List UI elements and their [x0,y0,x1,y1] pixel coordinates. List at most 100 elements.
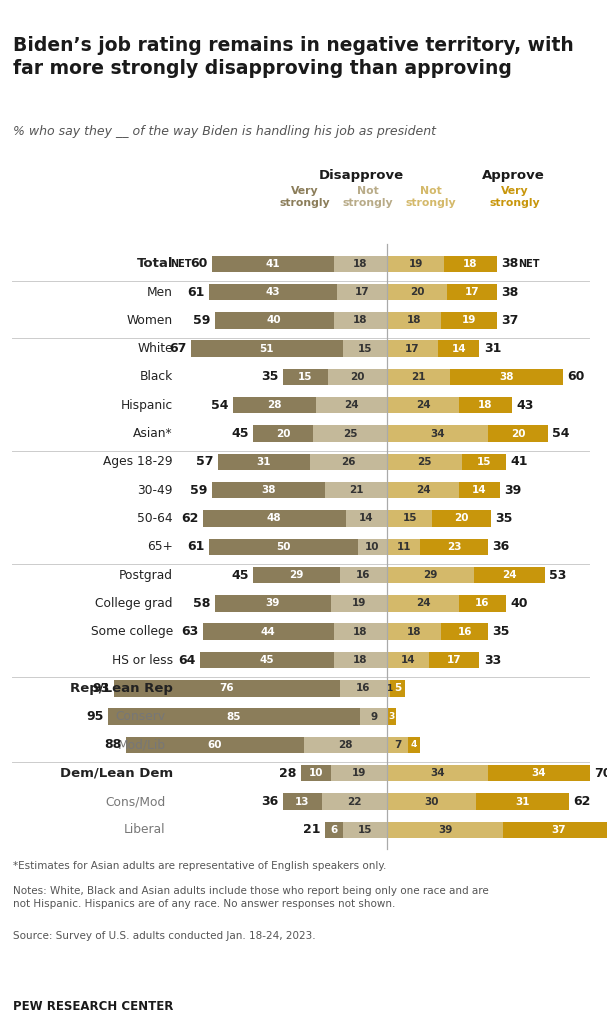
Text: 14: 14 [359,514,374,524]
Text: 15: 15 [402,514,417,524]
Bar [387,567,473,583]
Bar [461,453,506,471]
Text: 53: 53 [549,569,566,582]
Text: Black: Black [140,370,173,384]
Bar [313,426,387,442]
Text: 20: 20 [410,287,424,297]
Text: 59: 59 [193,314,211,327]
Text: 35: 35 [495,512,513,525]
Text: 76: 76 [219,683,234,694]
Bar [301,765,331,782]
Text: 20: 20 [276,429,290,439]
Text: 44: 44 [261,627,276,636]
Text: 17: 17 [405,344,420,354]
Text: 38: 38 [501,257,519,270]
Text: 21: 21 [349,485,363,495]
Text: Hispanic: Hispanic [121,399,173,412]
Text: 9: 9 [370,712,378,721]
Text: 18: 18 [463,259,478,269]
Text: Rep/Lean Rep: Rep/Lean Rep [70,681,173,695]
Text: NET: NET [518,259,540,269]
Bar [489,426,548,442]
Text: 11: 11 [396,542,411,551]
Text: 35: 35 [493,625,510,638]
Bar [387,538,420,555]
Bar [387,737,408,753]
Text: 61: 61 [187,540,205,553]
Text: 50: 50 [276,542,290,551]
Text: 30-49: 30-49 [138,484,173,497]
Bar [114,680,340,697]
Text: 16: 16 [457,627,472,636]
Text: 18: 18 [478,400,493,410]
Text: 24: 24 [344,400,359,410]
Bar [107,708,361,725]
Text: Asian*: Asian* [134,427,173,440]
Bar [200,652,334,668]
Text: 65+: 65+ [148,540,173,553]
Bar [441,623,489,640]
Bar [203,510,345,527]
Text: 28: 28 [267,400,282,410]
Text: 60: 60 [190,257,208,270]
Text: Cons/Mod: Cons/Mod [106,795,166,808]
Text: 45: 45 [260,655,274,665]
Bar [310,453,387,471]
Bar [473,567,545,583]
Text: 45: 45 [232,427,249,440]
Bar [254,426,313,442]
Text: 38: 38 [501,285,519,299]
Bar [334,312,387,328]
Text: 20: 20 [455,514,469,524]
Bar [342,341,387,357]
Text: 13: 13 [295,797,310,806]
Text: NET: NET [169,259,191,269]
Text: 50-64: 50-64 [137,512,173,525]
Bar [304,737,387,753]
Text: 24: 24 [416,598,430,609]
Text: 24: 24 [416,400,430,410]
Text: Some college: Some college [90,625,173,638]
Text: 57: 57 [196,455,214,469]
Text: 88: 88 [104,739,121,752]
Text: 30: 30 [425,797,439,806]
Text: Total: Total [137,257,173,270]
Text: 48: 48 [267,514,282,524]
Text: 3: 3 [388,712,395,721]
Text: 43: 43 [517,399,534,412]
Text: 24: 24 [502,570,517,580]
Text: 40: 40 [267,315,282,325]
Bar [387,312,441,328]
Text: Dem/Lean Dem: Dem/Lean Dem [60,766,173,780]
Text: 18: 18 [407,315,421,325]
Text: 31: 31 [484,342,501,355]
Bar [429,652,480,668]
Bar [340,567,387,583]
Text: Postgrad: Postgrad [119,569,173,582]
Bar [283,368,328,386]
Bar [387,623,441,640]
Text: 15: 15 [358,825,372,835]
Text: 54: 54 [552,427,569,440]
Text: 26: 26 [341,457,356,466]
Text: 19: 19 [352,598,366,609]
Bar [126,737,304,753]
Text: % who say they __ of the way Biden is handling his job as president: % who say they __ of the way Biden is ha… [13,125,436,138]
Bar [218,453,310,471]
Bar [390,680,405,697]
Bar [387,453,461,471]
Text: 60: 60 [208,740,222,750]
Bar [322,793,387,810]
Text: 25: 25 [417,457,432,466]
Text: 21: 21 [412,372,426,382]
Bar [387,283,447,301]
Text: White: White [137,342,173,355]
Text: 64: 64 [178,654,195,667]
Text: 58: 58 [193,596,211,610]
Bar [387,426,489,442]
Bar [232,397,316,413]
Text: 20: 20 [511,429,526,439]
Text: 25: 25 [343,429,358,439]
Text: Very
strongly: Very strongly [489,186,540,208]
Text: 70: 70 [594,766,607,780]
